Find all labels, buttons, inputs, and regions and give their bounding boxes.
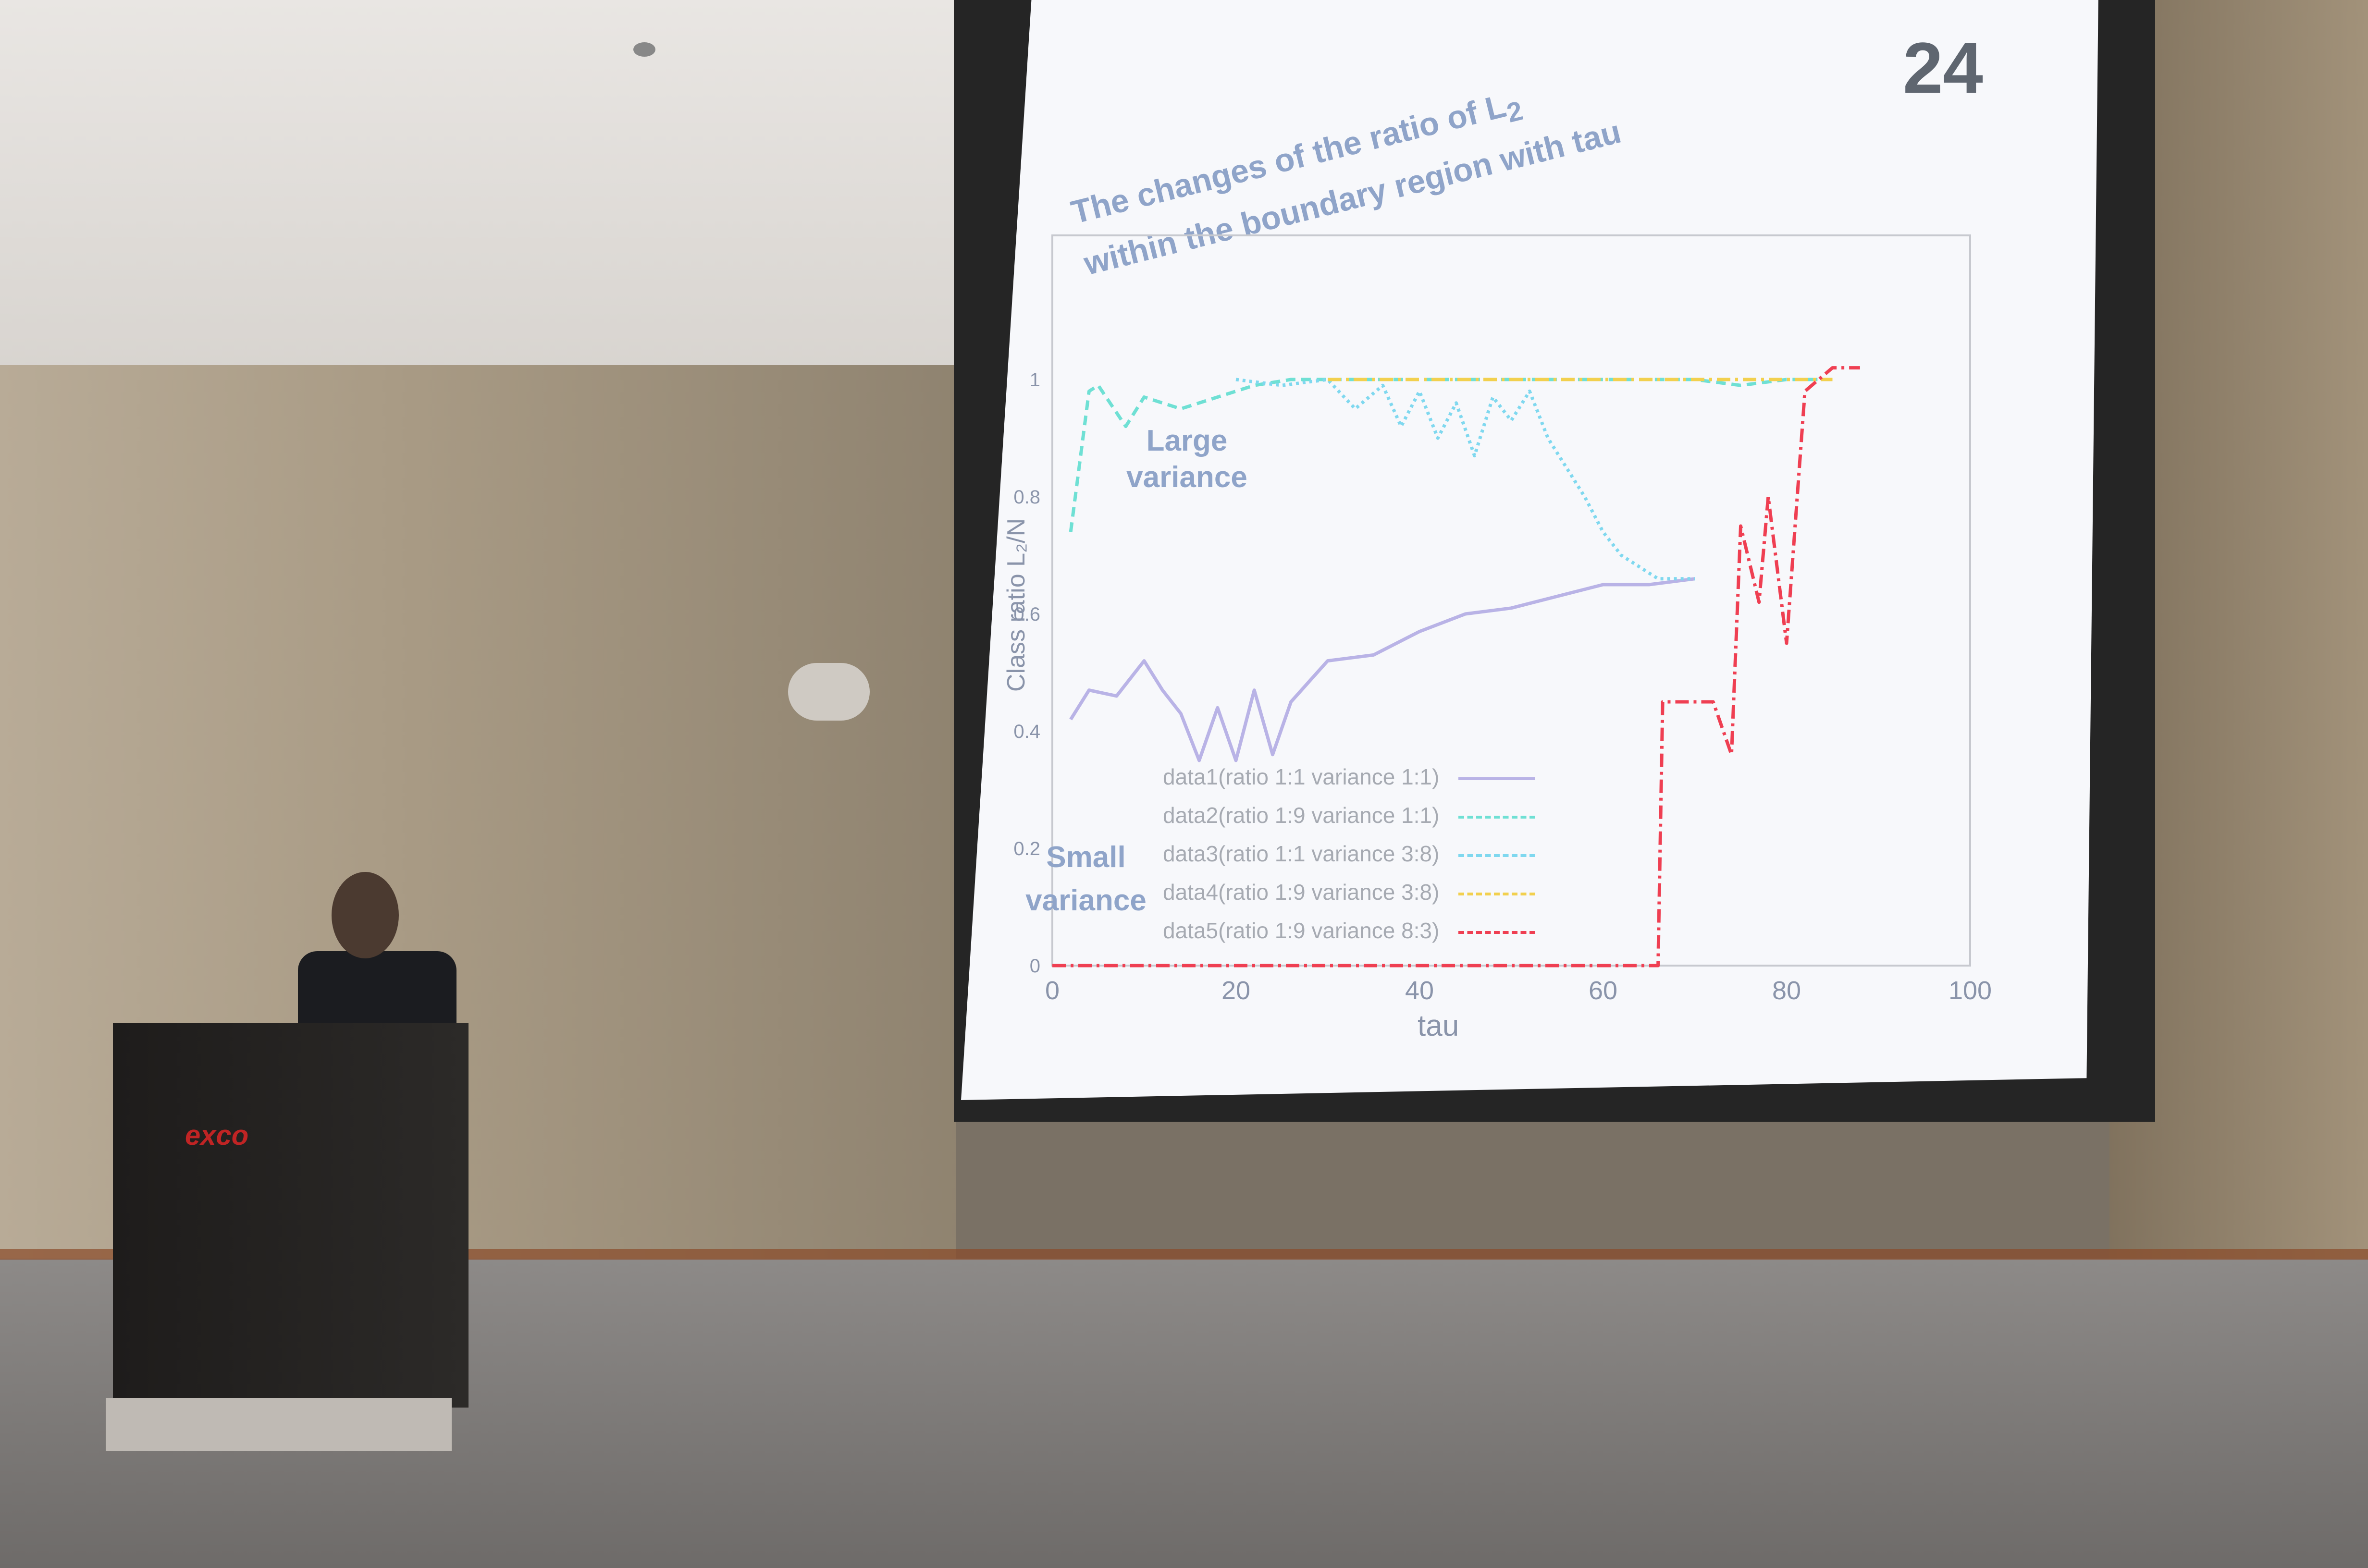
legend-label: data3(ratio 1:1 variance 3:8)	[1163, 841, 1440, 866]
x-tick-label: 60	[1589, 976, 1617, 1005]
y-tick-label: 0.8	[1013, 487, 1040, 508]
legend-label: data1(ratio 1:1 variance 1:1)	[1163, 764, 1440, 789]
slide-number: 24	[1903, 27, 1983, 108]
x-tick-label: 80	[1772, 976, 1801, 1005]
legend-item: data1(ratio 1:1 variance 1:1)	[1163, 764, 1536, 790]
y-tick-label: 0.6	[1013, 604, 1040, 625]
y-tick-label: 0.2	[1013, 838, 1040, 859]
ceiling-light	[633, 42, 655, 57]
series-line-data3	[1235, 378, 1695, 581]
x-tick-label: 0	[1045, 976, 1060, 1005]
legend-item: data2(ratio 1:9 variance 1:1)	[1163, 802, 1536, 828]
x-tick-label: 40	[1405, 976, 1434, 1005]
x-tick-label: 20	[1221, 976, 1250, 1005]
series-line-data5	[1052, 366, 1860, 968]
annotation-small-variance: Small variance	[1025, 841, 1147, 917]
legend-item: data4(ratio 1:9 variance 3:8)	[1163, 879, 1536, 905]
x-axis-label: tau	[1418, 1009, 1459, 1042]
wall-speaker	[788, 663, 870, 721]
series-line-data2	[1069, 378, 1833, 532]
y-axis-label: Class ratio L₂/N	[1002, 518, 1030, 692]
podium	[113, 1023, 469, 1408]
plot-frame	[1051, 234, 1971, 967]
legend-item: data3(ratio 1:1 variance 3:8)	[1163, 841, 1536, 867]
legend-swatch	[1458, 777, 1536, 780]
y-tick-label: 1	[1030, 369, 1040, 391]
legend-swatch	[1458, 892, 1536, 895]
x-tick-label: 100	[1949, 976, 1992, 1005]
legend-swatch	[1458, 931, 1536, 934]
y-tick-label: 0.4	[1013, 721, 1040, 742]
legend-label: data5(ratio 1:9 variance 8:3)	[1163, 918, 1440, 943]
presenter-head	[332, 872, 399, 958]
annotation-large-variance: Large variance	[1126, 424, 1247, 494]
legend-label: data4(ratio 1:9 variance 3:8)	[1163, 880, 1440, 905]
legend-swatch	[1458, 815, 1536, 819]
podium-base	[106, 1398, 452, 1451]
legend-swatch	[1458, 854, 1536, 857]
legend-item: data5(ratio 1:9 variance 8:3)	[1163, 918, 1536, 943]
podium-logo: exco	[185, 1120, 249, 1151]
series-line-data1	[1069, 577, 1695, 762]
baseboard	[0, 1249, 2368, 1260]
slide	[961, 0, 2098, 1100]
line-chart: 0 20 40 60 80 100 0 0.2 0.4 0.6 0.8 1	[1013, 234, 1992, 1005]
y-tick-label: 0	[1030, 956, 1040, 977]
legend-label: data2(ratio 1:9 variance 1:1)	[1163, 803, 1440, 828]
